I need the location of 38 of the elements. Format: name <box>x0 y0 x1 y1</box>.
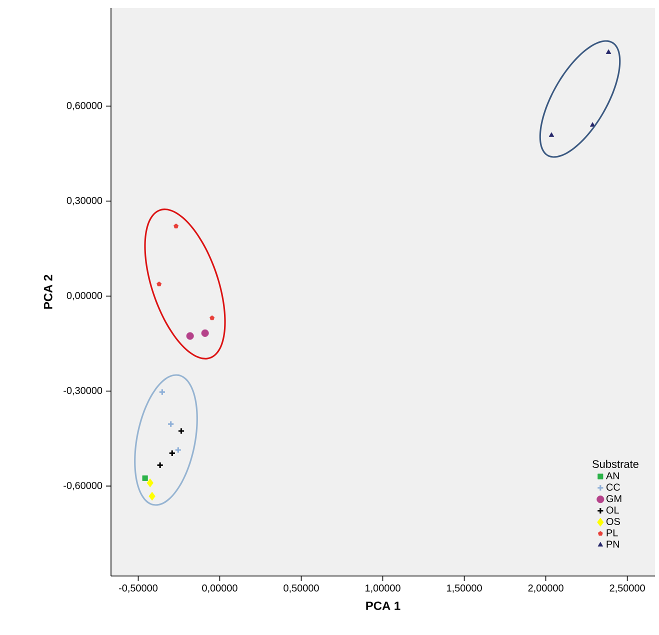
point <box>174 224 179 228</box>
legend-label: PL <box>606 529 618 536</box>
point <box>178 427 185 435</box>
point <box>167 420 174 428</box>
y-tick-label: 0,00000 <box>66 292 102 300</box>
point <box>158 388 166 396</box>
point <box>548 132 554 137</box>
point <box>156 462 164 469</box>
x-tick-label: 2,00000 <box>528 584 564 593</box>
legend-label: AN <box>606 472 620 480</box>
x-tick-label: 1,50000 <box>447 584 482 593</box>
x-tick-label: 1,00000 <box>366 584 400 593</box>
y-tick-label: -0,60000 <box>64 482 102 490</box>
x-tick-label: 0,00000 <box>202 584 238 593</box>
point <box>201 329 209 337</box>
x-axis-title: PCA 1 <box>366 602 400 610</box>
point <box>148 492 156 501</box>
legend-title: Substrate <box>592 460 638 468</box>
y-tick-label: 0,30000 <box>66 197 102 206</box>
legend-label: PN <box>606 540 620 548</box>
point <box>186 332 194 340</box>
point <box>174 446 182 454</box>
point <box>606 49 612 54</box>
point <box>142 475 148 481</box>
y-axis-title: PCA 2 <box>44 274 52 309</box>
x-tick-label: 0,50000 <box>284 584 319 593</box>
y-tick-label: -0,30000 <box>64 386 102 396</box>
point <box>156 281 162 286</box>
legend-label: GM <box>606 495 622 502</box>
x-tick-label: 2,50000 <box>610 584 645 593</box>
point <box>168 450 176 457</box>
x-tick-label: -0,50000 <box>118 584 158 593</box>
legend-label: OS <box>606 518 620 526</box>
y-tick-label: 0,60000 <box>66 102 102 110</box>
point <box>146 478 154 488</box>
point <box>210 315 215 320</box>
legend-label: OL <box>606 506 619 514</box>
legend-label: CC <box>606 484 620 491</box>
